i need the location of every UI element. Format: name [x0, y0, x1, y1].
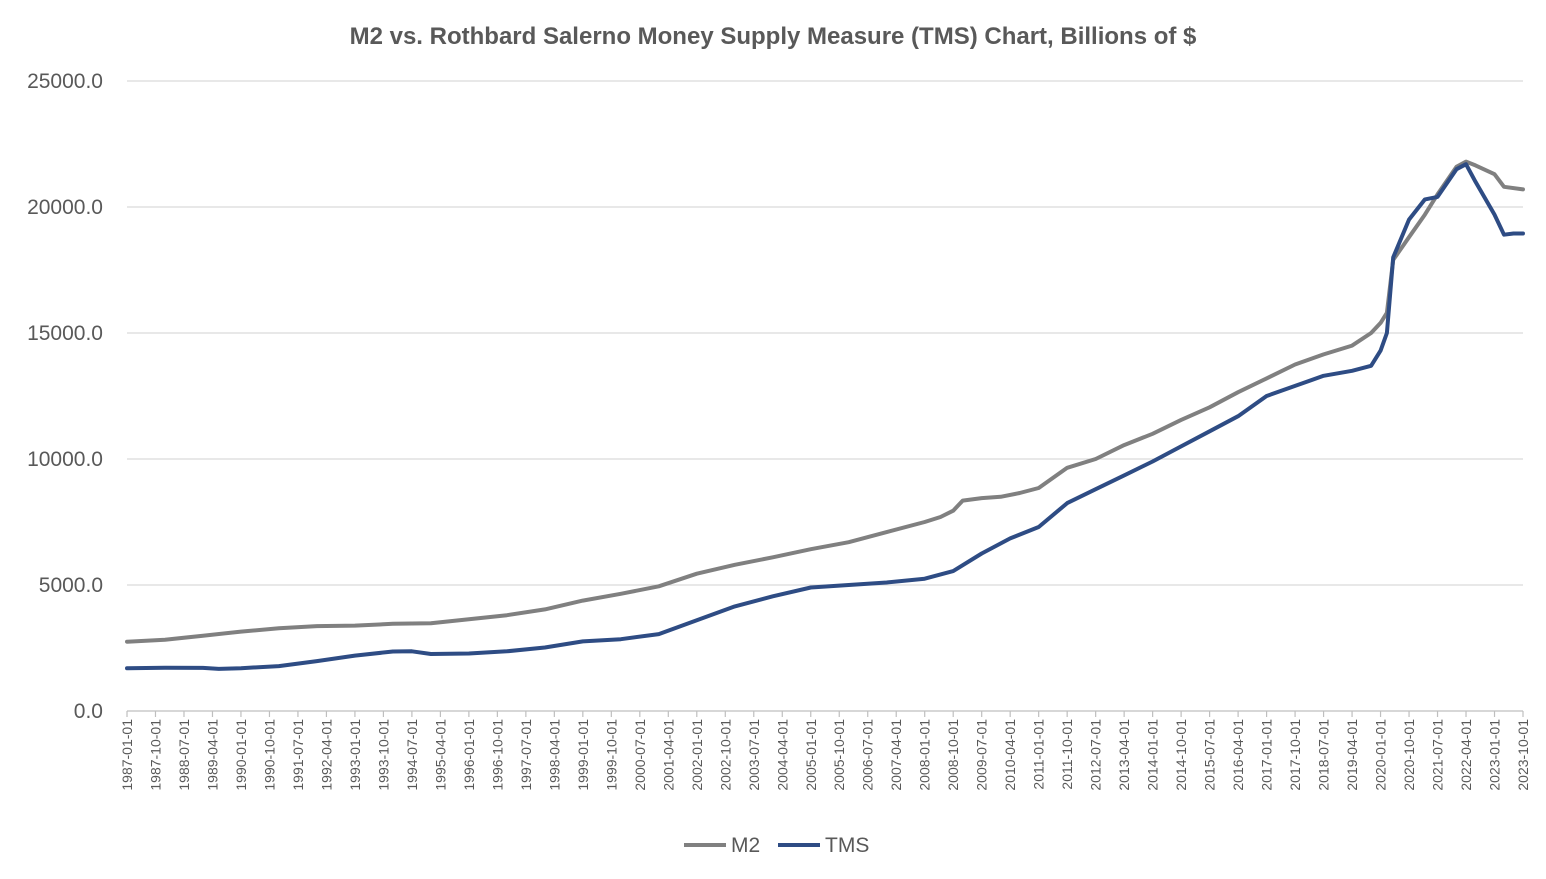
x-tick-label: 2006-07-01 — [860, 719, 876, 791]
y-tick-label: 25000.0 — [27, 70, 103, 93]
x-tick-label: 2023-10-01 — [1515, 719, 1531, 791]
series-line-tms — [125, 162, 1525, 671]
x-tick-label: 2007-04-01 — [888, 719, 904, 791]
x-tick-label: 2003-07-01 — [746, 719, 762, 791]
x-tick-label: 1995-04-01 — [432, 719, 448, 791]
x-tick-label: 1993-01-01 — [347, 719, 363, 791]
x-tick-label: 2011-01-01 — [1031, 719, 1047, 790]
x-tick-label: 1999-01-01 — [575, 719, 591, 791]
x-tick-label: 1996-10-01 — [489, 719, 505, 791]
x-tick-label: 2014-10-01 — [1173, 719, 1189, 791]
x-tick-label: 2017-10-01 — [1287, 719, 1303, 791]
x-tick-label: 2019-04-01 — [1344, 719, 1360, 791]
x-tick-label: 2005-10-01 — [831, 719, 847, 791]
x-tick-label: 2009-07-01 — [974, 719, 990, 791]
x-tick-label: 1996-01-01 — [461, 719, 477, 791]
x-tick-label: 1992-04-01 — [318, 719, 334, 791]
x-tick-label: 1998-04-01 — [546, 719, 562, 791]
x-tick-label: 2000-07-01 — [632, 719, 648, 791]
x-tick-label: 2013-04-01 — [1116, 719, 1132, 791]
x-tick-label: 2014-01-01 — [1145, 719, 1161, 791]
legend-label-m2: M2 — [731, 834, 760, 857]
chart-title: M2 vs. Rothbard Salerno Money Supply Mea… — [350, 23, 1197, 50]
x-tick-label: 2012-07-01 — [1088, 719, 1104, 791]
x-tick-label: 2008-10-01 — [945, 719, 961, 791]
x-tick-label: 2022-04-01 — [1458, 719, 1474, 791]
gridlines — [127, 80, 1523, 712]
x-tick-label: 2016-04-01 — [1230, 719, 1246, 791]
x-tick-label: 2005-01-01 — [803, 719, 819, 791]
x-tick-label: 2020-01-01 — [1373, 719, 1389, 791]
x-tick-label: 2008-01-01 — [917, 719, 933, 791]
x-tick-label: 2011-10-01 — [1059, 719, 1075, 790]
legend-label-tms: TMS — [825, 834, 869, 857]
x-tick-label: 1997-07-01 — [518, 719, 534, 791]
x-tick-label: 1999-10-01 — [603, 719, 619, 791]
y-tick-label: 20000.0 — [27, 196, 103, 219]
x-tick-label: 2017-01-01 — [1259, 719, 1275, 791]
x-tick-label: 2023-01-01 — [1487, 719, 1503, 791]
y-tick-label: 15000.0 — [27, 322, 103, 345]
x-tick-label: 1988-07-01 — [176, 719, 192, 791]
x-tick-label: 1987-10-01 — [147, 719, 163, 791]
x-tick-label: 1994-07-01 — [404, 719, 420, 791]
x-tick-label: 1990-01-01 — [233, 719, 249, 791]
series-lines — [125, 159, 1525, 671]
x-tick-label: 1987-01-01 — [119, 719, 135, 791]
x-tick-label: 2018-07-01 — [1316, 719, 1332, 791]
x-tick-label: 1991-07-01 — [290, 719, 306, 791]
x-tick-label: 1990-10-01 — [261, 719, 277, 791]
x-tick-label: 2015-07-01 — [1202, 719, 1218, 791]
y-tick-label: 10000.0 — [27, 448, 103, 471]
y-tick-label: 5000.0 — [39, 574, 103, 597]
series-line-m2 — [125, 159, 1525, 644]
x-tick-label: 1989-04-01 — [204, 719, 220, 791]
x-tick-label: 2002-01-01 — [689, 719, 705, 791]
x-tick-label: 2010-04-01 — [1002, 719, 1018, 791]
x-tick-label: 2004-04-01 — [774, 719, 790, 791]
x-axis-tick-labels: 1987-01-01 1987-10-01 1988-07-01 1989-04-01… — [119, 711, 1531, 791]
x-tick-label: 2002-10-01 — [717, 719, 733, 791]
y-tick-label: 0.0 — [74, 700, 103, 723]
x-tick-label: 2001-04-01 — [660, 719, 676, 791]
x-tick-label: 1993-10-01 — [375, 719, 391, 791]
y-axis-tick-labels: 0.0 5000.0 10000.0 15000.0 20000.0 25000.0 — [27, 70, 103, 723]
legend: M2 TMS — [684, 834, 869, 857]
x-tick-label: 2021-07-01 — [1430, 719, 1446, 791]
x-tick-label: 2020-10-01 — [1401, 719, 1417, 791]
